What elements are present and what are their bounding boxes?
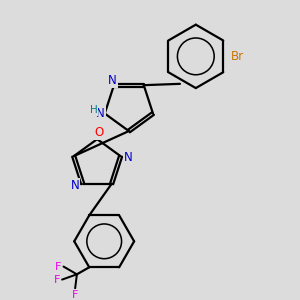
Text: N: N xyxy=(124,152,133,164)
Text: F: F xyxy=(55,262,62,272)
Text: H: H xyxy=(90,105,97,115)
Text: N: N xyxy=(96,107,105,120)
Text: N: N xyxy=(70,179,79,192)
Text: F: F xyxy=(54,274,60,285)
Text: F: F xyxy=(72,290,78,300)
Text: N: N xyxy=(108,74,117,87)
Text: O: O xyxy=(94,126,104,139)
Text: Br: Br xyxy=(231,50,244,63)
